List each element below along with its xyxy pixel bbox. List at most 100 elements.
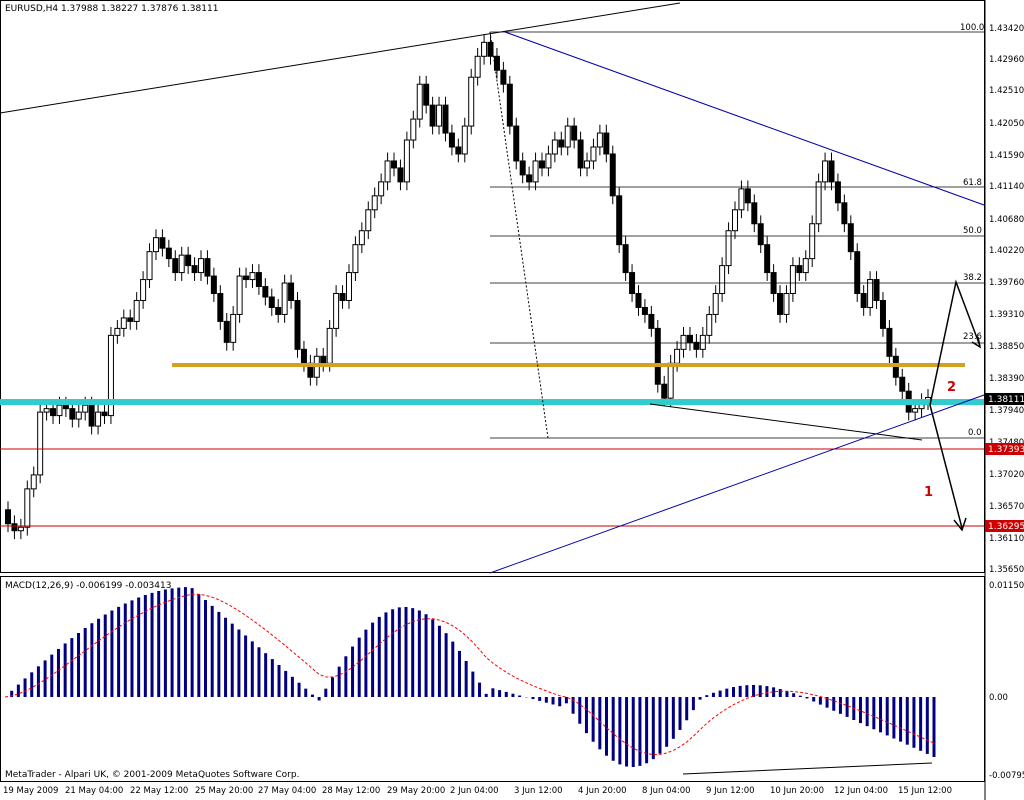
candle-body — [294, 299, 301, 350]
price-label: 1.37020 — [989, 470, 1024, 480]
time-label: 8 Jun 04:00 — [642, 786, 691, 796]
candle-body — [879, 299, 886, 329]
candle-body — [455, 146, 462, 155]
macd-signal-line — [4, 593, 935, 756]
candle-body — [30, 474, 37, 490]
candle-body — [680, 334, 687, 350]
fib-label-236: 23.6 — [963, 332, 982, 342]
candle-body — [320, 355, 327, 364]
fib-label-00: 0.0 — [968, 428, 982, 438]
candle-body — [230, 313, 237, 343]
candle-body — [789, 265, 796, 295]
candle-body — [474, 55, 481, 78]
time-label: 22 May 12:00 — [130, 786, 188, 796]
arrow-head-down — [953, 517, 967, 532]
candle-body — [5, 509, 11, 525]
time-label: 15 Jun 12:00 — [898, 786, 952, 796]
candle-body — [275, 306, 282, 315]
candle-body — [352, 244, 359, 274]
candle-body — [243, 275, 250, 281]
candle-body — [442, 104, 449, 134]
candle-body — [281, 282, 288, 315]
candle-body — [648, 313, 655, 329]
candle-body — [500, 69, 507, 85]
fib-label-382: 38.2 — [963, 273, 982, 283]
price-label: 1.42050 — [989, 119, 1024, 129]
time-axis: 19 May 2009 21 May 04:00 22 May 12:00 25… — [3, 786, 952, 796]
symbol-info: EURUSD,H4 1.37988 1.38227 1.37876 1.3811… — [5, 4, 218, 14]
candle-body — [558, 139, 565, 148]
trendline-blue-down — [504, 31, 985, 206]
candle-body — [622, 244, 629, 274]
candle-body — [526, 174, 533, 183]
macd-info: MACD(12,26,9) -0.006199 -0.003413 — [5, 581, 171, 591]
candle-body — [423, 83, 430, 106]
candle-body — [609, 153, 616, 197]
price-label: 1.36110 — [989, 534, 1024, 544]
time-label: 28 May 12:00 — [322, 786, 380, 796]
time-label: 29 May 20:00 — [387, 786, 445, 796]
price-label: 1.38850 — [989, 342, 1024, 352]
candle-body — [378, 181, 385, 197]
price-label: 1.42960 — [989, 55, 1024, 65]
candle-body — [56, 404, 63, 417]
macd-chart-area[interactable] — [0, 576, 985, 782]
price-chart-area[interactable] — [0, 0, 985, 573]
candle-body — [198, 258, 205, 274]
candle-body — [468, 76, 475, 127]
candle-body — [667, 362, 674, 399]
price-label: 1.39310 — [989, 310, 1024, 320]
price-label: 1.40680 — [989, 215, 1024, 225]
candle-body — [757, 223, 764, 246]
candle-body — [410, 118, 417, 141]
candle-body — [114, 327, 121, 336]
time-label: 9 Jun 12:00 — [706, 786, 755, 796]
macd-axis-top: 0.011504 — [989, 581, 1024, 591]
candle-body — [146, 251, 153, 281]
candle-body — [172, 258, 179, 274]
candle-body — [43, 408, 50, 413]
price-label: 1.35650 — [989, 565, 1024, 575]
candle-body — [828, 160, 835, 183]
candle-body — [75, 411, 82, 420]
candle-body — [493, 55, 500, 71]
candle-body — [712, 293, 719, 315]
candle-body — [204, 258, 211, 277]
time-label: 12 Jun 04:00 — [834, 786, 888, 796]
candle-body — [481, 41, 488, 57]
candle-body — [436, 104, 443, 127]
candle-body — [127, 317, 134, 322]
candle-body — [796, 265, 803, 274]
candle-body — [11, 523, 18, 532]
candle-body — [802, 258, 809, 274]
candle-body — [661, 383, 668, 399]
candle-body — [822, 160, 829, 183]
candle-body — [551, 139, 558, 155]
time-label: 10 Jun 20:00 — [770, 786, 824, 796]
candle-body — [719, 265, 726, 295]
candle-body — [185, 254, 192, 267]
time-label: 21 May 04:00 — [65, 786, 123, 796]
candle-body — [88, 404, 95, 427]
candle-body — [873, 279, 880, 301]
candle-body — [300, 348, 307, 364]
candle-body — [365, 209, 372, 232]
candle-body — [596, 132, 603, 148]
candle-body — [699, 334, 706, 350]
candle-body — [487, 41, 494, 57]
candle-body — [886, 327, 893, 357]
candle-body — [867, 279, 874, 308]
candle-body — [403, 139, 410, 183]
candle-body — [69, 408, 76, 420]
candle-body — [210, 275, 217, 295]
candle-body — [101, 411, 108, 417]
red-level-value-1: 1.37393 — [988, 445, 1024, 455]
price-label: 1.39760 — [989, 278, 1024, 288]
candle-body — [288, 282, 295, 301]
candle-body — [686, 334, 693, 343]
overlay-lines — [0, 2, 985, 574]
candle-body — [223, 320, 230, 343]
candle-body — [860, 293, 867, 308]
macd-histogram — [4, 587, 936, 775]
